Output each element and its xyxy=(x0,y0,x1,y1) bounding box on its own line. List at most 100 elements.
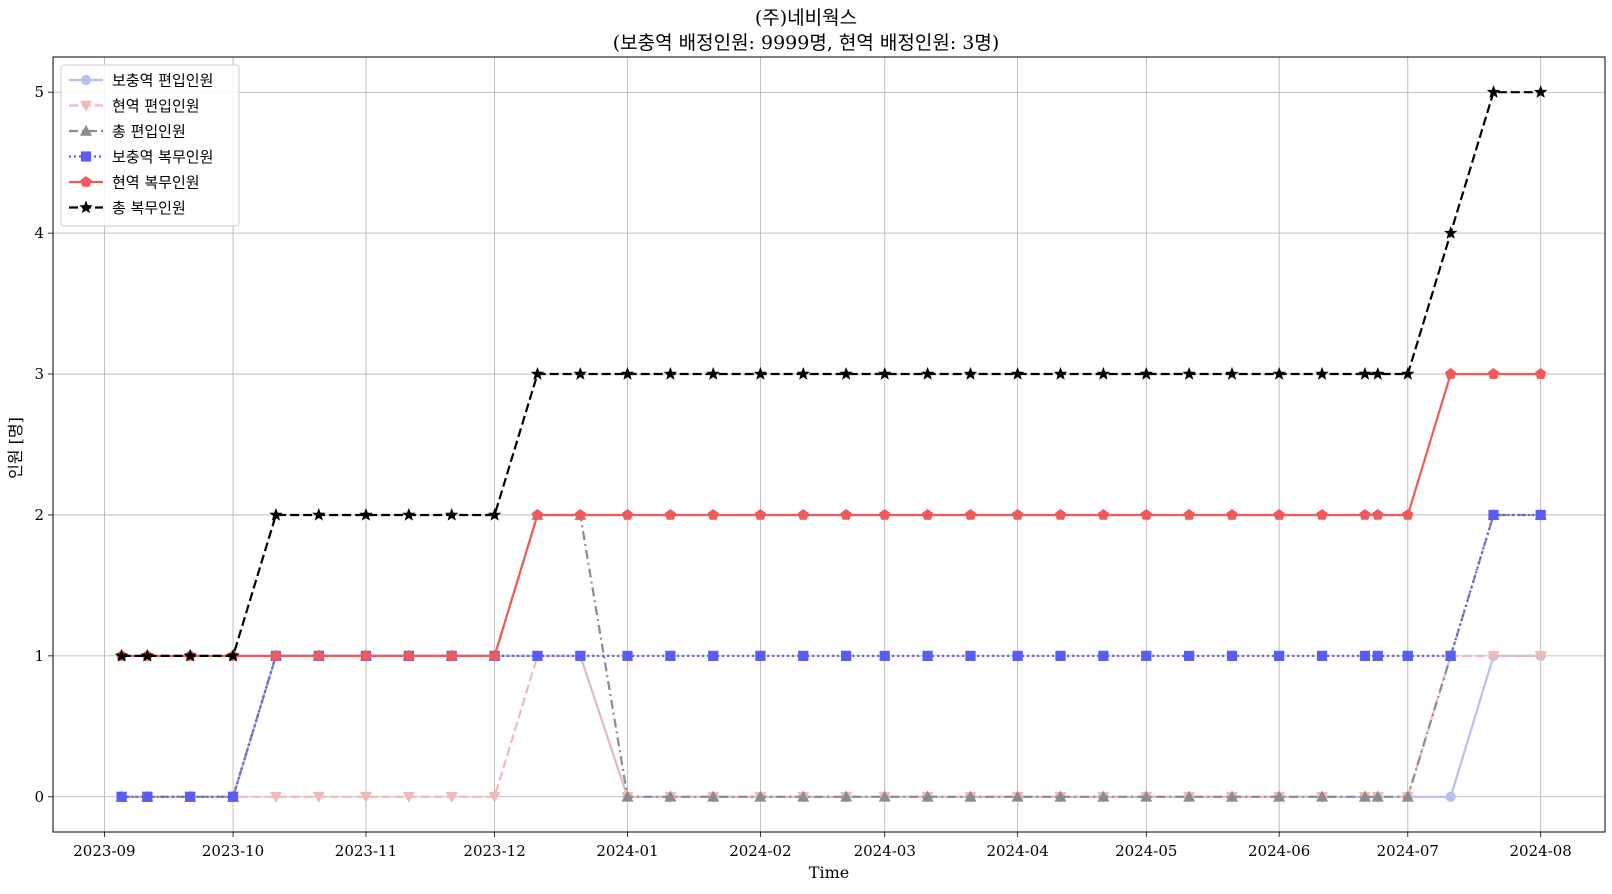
data-point xyxy=(754,509,767,520)
data-point xyxy=(1010,366,1025,380)
data-point xyxy=(1316,790,1329,802)
data-point xyxy=(1487,651,1500,662)
data-point xyxy=(1486,85,1501,98)
data-point xyxy=(1359,650,1371,661)
data-point xyxy=(1443,226,1458,239)
data-point xyxy=(1139,366,1154,380)
data-point xyxy=(183,648,197,662)
data-point xyxy=(1096,366,1111,380)
legend-marker xyxy=(80,151,92,162)
data-point xyxy=(1533,85,1548,98)
data-point xyxy=(708,650,719,661)
series-6 xyxy=(114,85,1548,662)
data-point xyxy=(313,649,325,661)
data-point xyxy=(621,790,634,802)
data-point xyxy=(270,649,282,661)
series-line xyxy=(121,91,1541,658)
data-point xyxy=(1359,509,1371,520)
data-point xyxy=(1054,790,1067,802)
legend-box xyxy=(60,64,240,227)
legend-marker xyxy=(79,200,93,214)
series-layer xyxy=(114,85,1548,803)
data-point xyxy=(1012,650,1023,661)
x-tick-label: 2024-05 xyxy=(1115,842,1177,860)
data-point xyxy=(1445,650,1456,661)
data-point xyxy=(1141,650,1152,661)
plot-frame xyxy=(52,56,1606,833)
data-point xyxy=(530,366,545,380)
data-point xyxy=(964,790,977,802)
data-point xyxy=(707,509,719,520)
data-point xyxy=(488,791,501,803)
data-point xyxy=(185,791,196,802)
x-tick-label: 2023-11 xyxy=(335,842,397,860)
y-axis-label: 인원 [명] xyxy=(6,417,25,479)
data-point xyxy=(707,790,720,802)
data-point xyxy=(359,791,372,803)
data-point xyxy=(1273,790,1286,802)
legend-marker xyxy=(79,100,93,112)
data-point xyxy=(360,649,372,661)
data-point xyxy=(1011,790,1024,802)
data-point xyxy=(140,648,155,662)
data-point xyxy=(1097,790,1110,802)
data-point xyxy=(1183,509,1195,520)
y-tick-label: 3 xyxy=(34,365,44,383)
data-point xyxy=(116,791,127,802)
data-point xyxy=(920,366,935,380)
data-point xyxy=(142,791,153,802)
data-point xyxy=(402,507,416,521)
data-point xyxy=(1054,509,1067,520)
data-point xyxy=(1098,650,1109,661)
data-point xyxy=(532,650,543,661)
data-point xyxy=(1273,509,1285,520)
data-point xyxy=(573,366,588,380)
data-point xyxy=(753,366,768,380)
y-tick-label: 2 xyxy=(34,506,44,524)
data-point xyxy=(488,649,501,661)
data-point xyxy=(797,509,809,520)
chart-title-line1: (주)네비웍스 xyxy=(754,7,858,29)
data-point xyxy=(312,507,326,521)
data-point xyxy=(964,509,977,520)
data-point xyxy=(1534,651,1547,662)
data-point xyxy=(620,366,635,380)
y-tick-label: 4 xyxy=(34,224,44,242)
data-point xyxy=(312,791,325,803)
x-tick-label: 2024-02 xyxy=(729,842,791,860)
data-point xyxy=(446,649,458,661)
series-line xyxy=(121,654,1541,798)
x-tick-label: 2023-12 xyxy=(463,842,525,860)
data-point xyxy=(226,648,240,662)
data-point xyxy=(879,650,890,661)
data-point xyxy=(1372,509,1384,520)
data-point xyxy=(575,650,586,661)
data-point xyxy=(1140,790,1153,802)
data-point xyxy=(444,507,459,521)
data-point xyxy=(963,366,978,380)
data-point xyxy=(1316,509,1328,520)
data-point xyxy=(1097,509,1110,520)
x-tick-label: 2024-04 xyxy=(986,842,1048,860)
legend-marker xyxy=(80,74,92,86)
data-point xyxy=(574,509,587,520)
legend-marker xyxy=(80,176,92,187)
legend-label: 총 편입인원 xyxy=(112,123,186,141)
data-point xyxy=(622,650,633,661)
chart-title: (주)네비웍스 (보충역 배정인원: 9999명, 현역 배정인원: 3명) xyxy=(0,6,1612,56)
data-point xyxy=(1488,509,1499,521)
data-point xyxy=(402,791,415,803)
data-point xyxy=(878,790,891,802)
x-tick-label: 2024-03 xyxy=(854,842,916,860)
y-tick-label: 0 xyxy=(34,788,44,806)
data-point xyxy=(227,791,239,802)
legend-label: 현역 복무인원 xyxy=(112,174,200,192)
data-point xyxy=(664,509,677,520)
data-point xyxy=(1274,650,1285,661)
data-point xyxy=(1372,650,1383,661)
data-point xyxy=(1402,650,1413,661)
data-point xyxy=(798,650,809,661)
y-tick-label: 1 xyxy=(34,647,44,665)
